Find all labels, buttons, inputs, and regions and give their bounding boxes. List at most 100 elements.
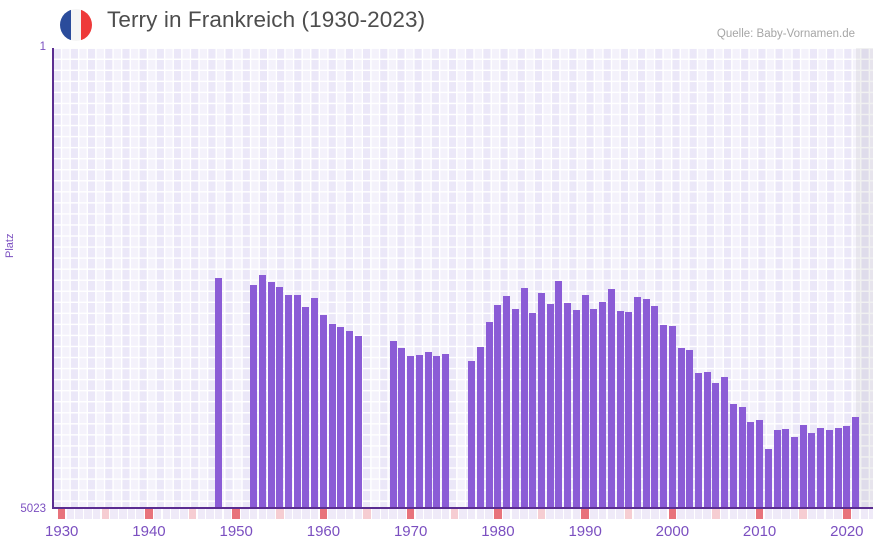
x-marker-minor xyxy=(66,509,75,519)
bar[interactable] xyxy=(476,347,484,508)
bar[interactable] xyxy=(555,280,563,508)
bar[interactable] xyxy=(817,427,825,508)
bar[interactable] xyxy=(782,428,790,508)
bar[interactable] xyxy=(511,309,519,508)
bar[interactable] xyxy=(564,302,572,508)
x-marker-minor xyxy=(441,509,450,519)
x-axis-tick-2010: 2010 xyxy=(742,523,777,540)
bar[interactable] xyxy=(599,301,607,508)
x-marker-minor xyxy=(328,509,336,519)
bar[interactable] xyxy=(756,419,764,508)
bar[interactable] xyxy=(424,351,432,508)
bar[interactable] xyxy=(642,298,650,508)
x-marker-minor xyxy=(773,509,781,519)
bar[interactable] xyxy=(764,448,772,508)
x-marker-minor xyxy=(529,509,537,519)
bar[interactable] xyxy=(616,311,624,508)
bar[interactable] xyxy=(354,335,362,508)
bar[interactable] xyxy=(590,309,598,508)
bar[interactable] xyxy=(633,297,641,508)
bar[interactable] xyxy=(293,294,301,508)
bar[interactable] xyxy=(433,355,441,508)
bar[interactable] xyxy=(660,324,668,508)
bar[interactable] xyxy=(276,286,284,508)
x-marker-minor xyxy=(136,509,144,519)
bar[interactable] xyxy=(607,289,615,508)
bar[interactable] xyxy=(398,347,406,508)
chart-title: Terry in Frankreich (1930-2023) xyxy=(107,7,426,32)
x-marker-minor xyxy=(633,509,642,519)
bar[interactable] xyxy=(729,403,737,508)
x-marker-half-decade xyxy=(101,509,110,519)
bar[interactable] xyxy=(285,294,292,508)
bar[interactable] xyxy=(328,324,336,508)
bar[interactable] xyxy=(773,430,781,508)
bar[interactable] xyxy=(703,372,711,508)
x-marker-half-decade xyxy=(188,509,197,519)
x-axis-line xyxy=(53,507,873,509)
x-marker-minor xyxy=(686,509,694,519)
bar[interactable] xyxy=(468,360,476,508)
x-marker-minor xyxy=(424,509,432,519)
bar[interactable] xyxy=(546,303,554,508)
x-axis-tick-1990: 1990 xyxy=(568,523,602,540)
bar[interactable] xyxy=(337,326,345,508)
x-marker-minor xyxy=(92,509,101,519)
bar[interactable] xyxy=(250,284,258,508)
bar[interactable] xyxy=(529,313,537,508)
bar[interactable] xyxy=(215,277,223,508)
x-marker-half-decade xyxy=(624,509,633,519)
x-marker-minor xyxy=(197,509,206,519)
x-marker-minor xyxy=(214,509,223,519)
bar[interactable] xyxy=(407,355,415,508)
bar[interactable] xyxy=(538,292,545,508)
x-marker-minor xyxy=(310,509,319,519)
bar[interactable] xyxy=(503,296,511,508)
bar[interactable] xyxy=(572,310,580,508)
bar[interactable] xyxy=(843,425,851,508)
bar[interactable] xyxy=(808,432,816,508)
x-marker-minor xyxy=(808,509,816,519)
bar[interactable] xyxy=(625,312,633,508)
bar[interactable] xyxy=(834,427,842,508)
bar[interactable] xyxy=(712,382,720,508)
x-marker-minor xyxy=(127,509,136,519)
x-marker-minor xyxy=(642,509,650,519)
x-marker-minor xyxy=(459,509,467,519)
bar[interactable] xyxy=(319,314,327,508)
bar[interactable] xyxy=(747,421,755,508)
bar[interactable] xyxy=(389,340,397,508)
bar[interactable] xyxy=(686,349,694,508)
bar[interactable] xyxy=(668,325,676,508)
x-marker-minor xyxy=(590,509,598,519)
x-marker-minor xyxy=(816,509,825,519)
bar[interactable] xyxy=(302,306,310,508)
bar[interactable] xyxy=(258,274,266,508)
x-marker-decade xyxy=(843,509,851,519)
bar[interactable] xyxy=(677,347,685,508)
x-marker-minor xyxy=(764,509,773,519)
bar[interactable] xyxy=(581,294,589,508)
bar[interactable] xyxy=(415,355,423,508)
x-marker-minor xyxy=(84,509,92,519)
bar[interactable] xyxy=(852,417,860,508)
bar[interactable] xyxy=(791,436,798,508)
bar[interactable] xyxy=(346,330,354,508)
bar[interactable] xyxy=(494,304,502,508)
bar[interactable] xyxy=(825,429,833,508)
x-marker-minor xyxy=(293,509,301,519)
bar[interactable] xyxy=(267,281,275,508)
bar[interactable] xyxy=(520,288,528,508)
x-marker-minor xyxy=(782,509,790,519)
bar[interactable] xyxy=(651,305,659,508)
bar[interactable] xyxy=(721,376,729,508)
bar[interactable] xyxy=(738,406,746,508)
bar[interactable] xyxy=(799,425,807,508)
x-marker-decade xyxy=(145,509,153,519)
bar-series xyxy=(53,48,873,508)
bar[interactable] xyxy=(311,297,319,508)
bar[interactable] xyxy=(485,322,493,508)
bar[interactable] xyxy=(695,372,702,508)
bar[interactable] xyxy=(442,354,450,508)
x-marker-minor xyxy=(345,509,354,519)
